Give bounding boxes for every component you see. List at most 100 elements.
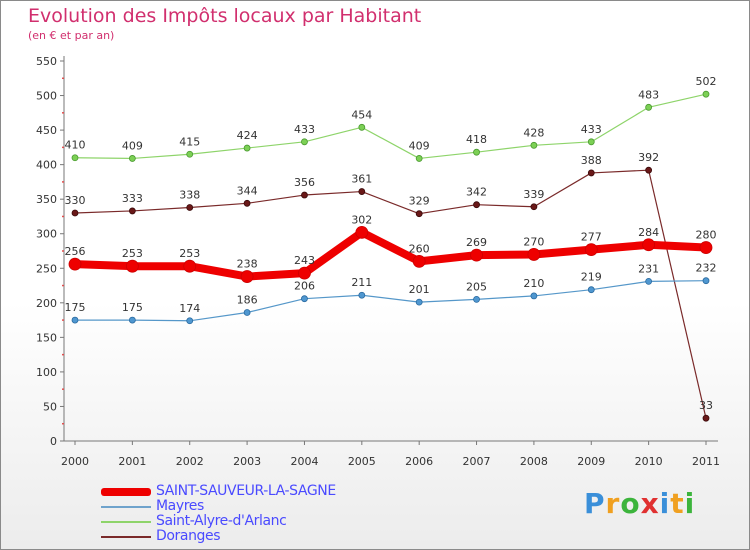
data-label-saint-alyre-d-arlanc: 454 [351, 108, 372, 121]
x-tick-label: 2009 [577, 455, 605, 468]
logo-letter: i [684, 487, 696, 520]
data-label-doranges: 33 [699, 399, 713, 412]
data-point-saint-sauveur-la-sagne [355, 225, 369, 239]
y-tick-label: 0 [50, 435, 57, 448]
data-label-mayres: 186 [237, 293, 258, 306]
legend-label: Mayres [156, 498, 204, 514]
legend-swatch [101, 521, 151, 523]
data-label-saint-alyre-d-arlanc: 410 [65, 139, 86, 152]
y-tick-label: 550 [36, 55, 57, 68]
legend-label: SAINT-SAUVEUR-LA-SAGNE [156, 483, 336, 499]
data-point-saint-alyre-d-arlanc [358, 123, 366, 131]
data-label-doranges: 356 [294, 176, 315, 189]
data-point-mayres [473, 295, 480, 303]
series-line-mayres [74, 280, 707, 322]
data-label-mayres: 175 [122, 301, 143, 314]
data-label-mayres: 232 [696, 262, 717, 275]
logo-letter: o [620, 487, 641, 520]
legend-swatch [101, 536, 151, 538]
data-label-mayres: 201 [409, 283, 430, 296]
data-point-doranges [128, 207, 136, 215]
data-label-mayres: 211 [351, 276, 372, 289]
data-point-saint-alyre-d-arlanc [530, 141, 538, 149]
data-label-mayres: 205 [466, 280, 487, 293]
x-tick-label: 2010 [635, 455, 663, 468]
x-tick-label: 2001 [118, 455, 146, 468]
data-point-mayres [587, 286, 595, 294]
legend-label: Saint-Alyre-d'Arlanc [156, 513, 287, 529]
data-point-mayres [71, 316, 79, 324]
data-label-mayres: 175 [65, 301, 86, 314]
data-label-saint-alyre-d-arlanc: 415 [179, 135, 200, 148]
data-point-doranges [530, 203, 538, 211]
data-point-saint-sauveur-la-sagne [240, 270, 254, 283]
data-label-saint-sauveur-la-sagne: 269 [466, 236, 487, 249]
data-point-mayres [415, 298, 423, 306]
x-tick-label: 2003 [233, 455, 261, 468]
proxiti-logo: Proxiti [584, 487, 695, 520]
y-tick-label: 250 [36, 262, 57, 275]
data-label-doranges: 333 [122, 192, 143, 205]
data-label-doranges: 342 [466, 186, 487, 199]
data-label-saint-sauveur-la-sagne: 284 [638, 226, 659, 239]
data-label-doranges: 339 [523, 188, 544, 201]
chart-title: Evolution des Impôts locaux par Habitant [28, 5, 422, 27]
x-tick-label: 2004 [290, 455, 318, 468]
data-label-saint-alyre-d-arlanc: 409 [409, 139, 430, 152]
data-point-doranges [587, 169, 595, 177]
data-point-saint-sauveur-la-sagne [68, 257, 82, 271]
y-tick-label: 100 [36, 366, 57, 379]
x-tick-label: 2007 [463, 455, 491, 468]
data-label-saint-alyre-d-arlanc: 483 [638, 88, 659, 101]
y-tick-label: 400 [36, 159, 57, 172]
data-label-doranges: 344 [237, 184, 258, 197]
data-label-mayres: 219 [581, 271, 602, 284]
logo-letter: P [584, 487, 606, 520]
data-point-mayres [702, 277, 710, 285]
data-point-doranges [473, 201, 480, 209]
data-point-mayres [186, 317, 194, 325]
plot-area: 0 50 100 150 200 250 300 350 400 450 500 550 2000 200… [36, 55, 720, 468]
data-point-mayres [358, 291, 366, 299]
data-label-saint-sauveur-la-sagne: 256 [65, 245, 86, 258]
data-label-mayres: 206 [294, 280, 315, 293]
data-point-doranges [645, 166, 653, 174]
data-point-saint-alyre-d-arlanc [473, 148, 480, 156]
data-point-saint-sauveur-la-sagne [584, 243, 598, 257]
data-label-doranges: 329 [409, 195, 430, 208]
y-tick-label: 200 [36, 297, 57, 310]
data-point-doranges [71, 209, 79, 217]
data-label-saint-sauveur-la-sagne: 253 [122, 247, 143, 260]
data-point-saint-sauveur-la-sagne [470, 248, 483, 262]
data-label-saint-sauveur-la-sagne: 243 [294, 254, 315, 267]
data-label-saint-alyre-d-arlanc: 433 [581, 123, 602, 136]
data-label-saint-sauveur-la-sagne: 260 [409, 242, 430, 255]
data-point-saint-alyre-d-arlanc [587, 138, 595, 146]
data-point-doranges [301, 191, 308, 199]
data-point-doranges [358, 188, 366, 195]
data-label-doranges: 338 [179, 188, 200, 201]
data-point-saint-alyre-d-arlanc [71, 154, 79, 162]
series-line-doranges [74, 169, 707, 419]
data-label-saint-alyre-d-arlanc: 502 [696, 75, 717, 88]
data-label-saint-sauveur-la-sagne: 253 [179, 247, 200, 260]
y-tick-label: 150 [36, 331, 57, 344]
data-point-saint-sauveur-la-sagne [183, 259, 197, 273]
x-tick-label: 2008 [520, 455, 548, 468]
legend-swatch [101, 488, 151, 496]
data-label-saint-sauveur-la-sagne: 270 [523, 235, 544, 248]
data-label-doranges: 392 [638, 151, 659, 164]
data-point-doranges [243, 199, 251, 207]
data-label-saint-sauveur-la-sagne: 302 [351, 213, 372, 226]
data-label-saint-alyre-d-arlanc: 424 [237, 129, 258, 142]
data-label-doranges: 330 [65, 194, 86, 207]
logo-letter: r [605, 487, 621, 520]
x-tick-label: 2005 [348, 455, 376, 468]
logo-letter: t [670, 487, 685, 520]
data-label-doranges: 388 [581, 154, 602, 167]
data-point-saint-sauveur-la-sagne [412, 254, 426, 268]
data-point-saint-alyre-d-arlanc [415, 155, 423, 162]
data-point-saint-alyre-d-arlanc [186, 150, 194, 158]
data-label-saint-alyre-d-arlanc: 409 [122, 139, 143, 152]
